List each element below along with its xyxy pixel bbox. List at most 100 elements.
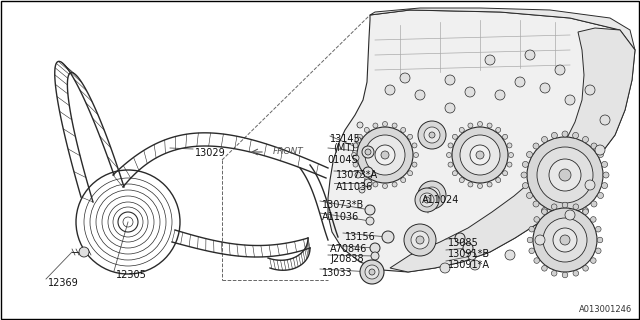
- Circle shape: [408, 134, 413, 139]
- Text: 13085: 13085: [448, 238, 479, 248]
- Circle shape: [505, 250, 515, 260]
- Circle shape: [533, 143, 539, 149]
- Circle shape: [359, 187, 365, 193]
- Circle shape: [496, 178, 500, 183]
- Circle shape: [527, 151, 532, 157]
- Circle shape: [591, 201, 597, 207]
- Circle shape: [412, 162, 417, 167]
- Circle shape: [412, 143, 417, 148]
- Circle shape: [413, 153, 419, 157]
- Circle shape: [552, 132, 557, 138]
- Circle shape: [598, 151, 604, 157]
- Circle shape: [392, 182, 397, 187]
- Circle shape: [537, 147, 593, 203]
- Circle shape: [357, 134, 362, 139]
- Circle shape: [525, 50, 535, 60]
- Circle shape: [552, 270, 557, 276]
- Circle shape: [533, 201, 539, 207]
- Circle shape: [375, 145, 395, 165]
- Text: 13033: 13033: [322, 268, 353, 278]
- Circle shape: [591, 258, 596, 263]
- Circle shape: [455, 233, 465, 243]
- Circle shape: [562, 131, 568, 137]
- Circle shape: [366, 217, 374, 225]
- Circle shape: [573, 132, 579, 138]
- Circle shape: [385, 85, 395, 95]
- Circle shape: [468, 123, 473, 128]
- Circle shape: [357, 171, 362, 176]
- Circle shape: [468, 182, 473, 187]
- Text: 13073*A: 13073*A: [336, 170, 378, 180]
- Text: 13029: 13029: [195, 148, 226, 158]
- Text: 12305: 12305: [116, 270, 147, 280]
- Circle shape: [357, 127, 413, 183]
- Text: 0104S: 0104S: [327, 155, 358, 165]
- Text: A11024: A11024: [422, 195, 460, 205]
- Circle shape: [585, 85, 595, 95]
- Circle shape: [562, 202, 568, 208]
- Text: J20838: J20838: [330, 254, 364, 264]
- Circle shape: [549, 159, 581, 191]
- Circle shape: [365, 149, 371, 155]
- Circle shape: [447, 153, 451, 157]
- Circle shape: [591, 217, 596, 222]
- Circle shape: [404, 224, 436, 256]
- Text: (MT): (MT): [333, 143, 355, 153]
- Circle shape: [535, 235, 545, 245]
- Circle shape: [355, 137, 361, 143]
- Circle shape: [420, 193, 434, 207]
- Circle shape: [364, 127, 369, 132]
- Polygon shape: [390, 28, 635, 272]
- Circle shape: [502, 134, 508, 139]
- Circle shape: [541, 207, 547, 213]
- Circle shape: [487, 123, 492, 128]
- Circle shape: [460, 178, 464, 183]
- Circle shape: [603, 172, 609, 178]
- Circle shape: [424, 197, 430, 203]
- Circle shape: [476, 151, 484, 159]
- Circle shape: [353, 143, 358, 148]
- Circle shape: [463, 243, 473, 253]
- Circle shape: [562, 213, 568, 219]
- Circle shape: [373, 182, 378, 187]
- Circle shape: [543, 218, 587, 262]
- Circle shape: [527, 137, 603, 213]
- Circle shape: [448, 162, 453, 167]
- Circle shape: [582, 207, 589, 213]
- Circle shape: [470, 260, 480, 270]
- Text: A013001246: A013001246: [579, 305, 632, 314]
- Circle shape: [401, 178, 406, 183]
- Text: 13091*B: 13091*B: [448, 249, 490, 259]
- Circle shape: [424, 127, 440, 143]
- Text: A11036: A11036: [322, 212, 359, 222]
- Circle shape: [383, 183, 387, 188]
- Circle shape: [415, 90, 425, 100]
- Circle shape: [360, 260, 384, 284]
- Circle shape: [582, 137, 589, 142]
- Circle shape: [565, 95, 575, 105]
- Circle shape: [522, 183, 529, 188]
- Circle shape: [529, 226, 534, 232]
- Circle shape: [552, 212, 557, 218]
- Circle shape: [534, 258, 540, 263]
- Circle shape: [415, 188, 439, 212]
- Circle shape: [370, 243, 380, 253]
- Circle shape: [418, 121, 446, 149]
- Circle shape: [365, 265, 379, 279]
- Circle shape: [597, 237, 603, 243]
- Circle shape: [595, 248, 601, 254]
- Circle shape: [353, 162, 358, 167]
- Circle shape: [365, 135, 405, 175]
- Polygon shape: [328, 10, 635, 272]
- Circle shape: [355, 172, 361, 178]
- Text: 12369: 12369: [48, 278, 79, 288]
- Circle shape: [515, 77, 525, 87]
- Circle shape: [602, 183, 607, 188]
- Circle shape: [429, 132, 435, 138]
- Circle shape: [477, 122, 483, 126]
- Circle shape: [362, 146, 374, 158]
- Circle shape: [585, 180, 595, 190]
- Circle shape: [591, 143, 597, 149]
- Circle shape: [381, 151, 389, 159]
- Circle shape: [424, 187, 440, 203]
